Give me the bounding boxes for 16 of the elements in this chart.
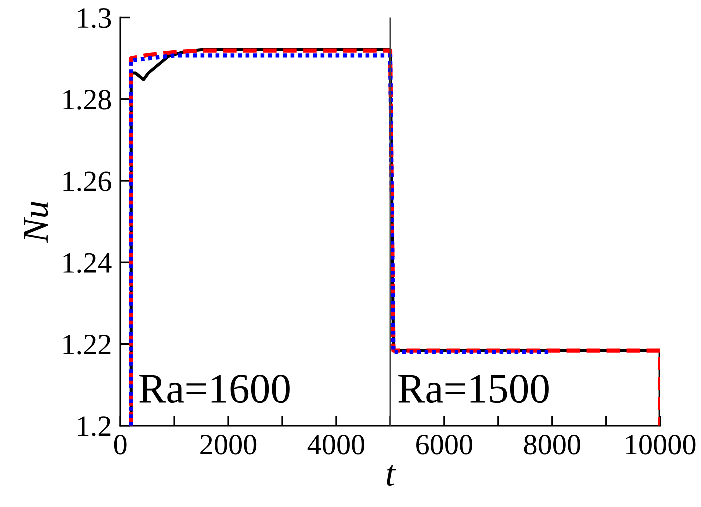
x-tick-label: 6000 <box>416 435 472 455</box>
y-tick-label: 1.24 <box>64 253 112 274</box>
annotation: Ra=1600 <box>140 375 290 404</box>
x-tick-label: 4000 <box>308 435 365 455</box>
x-tick-label: 8000 <box>524 435 580 455</box>
x-tick-label: 10000 <box>626 435 696 455</box>
y-axis-title: Nu <box>24 202 48 244</box>
y-tick-label: 1.26 <box>64 172 112 192</box>
x-axis-title: t <box>387 465 396 486</box>
x-tick-label: 2000 <box>200 435 257 455</box>
y-tick-label: 1.2 <box>78 416 111 436</box>
y-tick-label: 1.28 <box>64 90 112 110</box>
annotation: Ra=1500 <box>398 375 549 404</box>
y-tick-label: 1.3 <box>78 8 112 28</box>
y-tick-label: 1.22 <box>64 335 111 355</box>
x-tick-label: 0 <box>114 435 127 455</box>
